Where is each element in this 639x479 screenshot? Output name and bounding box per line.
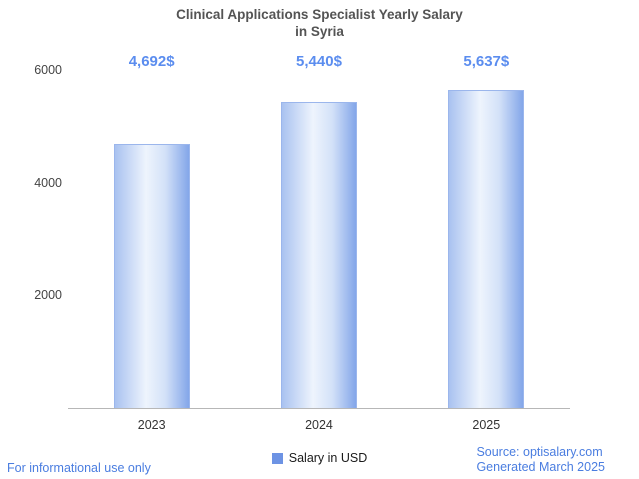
bar-group: 4,692$ 2023 [68, 53, 235, 432]
bar[interactable] [280, 102, 357, 408]
footer-source-block: Source: optisalary.com Generated March 2… [476, 445, 605, 475]
x-axis-label: 2025 [472, 418, 501, 432]
plot-area: 4,692$ 2023 5,440$ 2024 5,637$ 2025 [68, 53, 570, 432]
x-axis-label: 2023 [137, 418, 166, 432]
y-axis-tick-label: 4000 [34, 175, 62, 190]
legend: Salary in USD [0, 451, 639, 465]
y-axis-tick-label: 6000 [34, 63, 62, 77]
bar-value-label: 5,637$ [463, 53, 510, 70]
chart-title-line2: in Syria [295, 24, 344, 39]
bar-group: 5,637$ 2025 [403, 53, 570, 432]
source-link[interactable]: Source: optisalary.com [476, 445, 603, 459]
bar[interactable] [113, 144, 190, 408]
x-axis-label: 2024 [305, 418, 333, 432]
bar[interactable] [448, 90, 525, 408]
legend-marker-icon [271, 452, 283, 464]
bar-value-label: 4,692$ [128, 53, 175, 70]
disclaimer-text: For informational use only [7, 461, 151, 475]
generated-date: Generated March 2025 [476, 460, 605, 474]
chart-title-line1: Clinical Applications Specialist Yearly … [176, 7, 463, 22]
chart-title: Clinical Applications Specialist Yearly … [0, 6, 639, 40]
bar-value-label: 5,440$ [296, 53, 342, 70]
legend-label: Salary in USD [288, 451, 368, 465]
y-axis: 2000 4000 6000 [0, 63, 62, 408]
y-axis-tick-label: 2000 [34, 288, 62, 303]
bar-group: 5,440$ 2024 [235, 53, 402, 432]
